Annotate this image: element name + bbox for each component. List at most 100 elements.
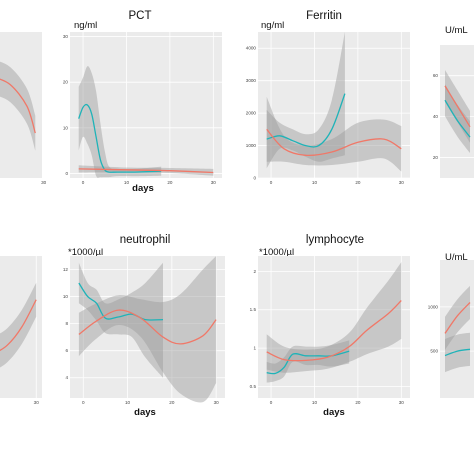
lymphocyte-ytick-label: 1: [253, 346, 256, 351]
lymphocyte-xtick-label: 0: [270, 400, 273, 405]
neutrophil-ribbon-0: [78, 262, 163, 378]
right-top-ytick-label: 20: [433, 155, 439, 160]
neutrophil-xtick-label: 20: [169, 400, 175, 405]
neutrophil-ytick-label: 4: [65, 375, 68, 380]
lymphocyte-ribbon-1: [266, 262, 402, 373]
ferritin-ribbon-0: [266, 32, 345, 169]
pct-ribbon-0: [78, 66, 162, 178]
left-bottom-line-0: [0, 299, 37, 352]
pct-xtick-label: 30: [211, 180, 217, 185]
ferritin-xtick-label: 0: [270, 180, 273, 185]
ferritin-ytick-label: 1000: [246, 143, 257, 148]
lymphocyte-line-1: [266, 300, 402, 362]
plot-lymphocyte: 0 10 20 30 0.5 1 1.5 2: [250, 256, 410, 405]
neutrophil-xtick-label: 30: [214, 400, 220, 405]
lymphocyte-ytick-label: 0.5: [250, 384, 257, 389]
ferritin-xtick-label: 10: [312, 180, 318, 185]
panel-right-top: U/mL: [445, 25, 468, 36]
pct-xtick-label: 10: [124, 180, 130, 185]
plot-neutrophil: 0 10 20 30 4 6 8 10 12: [63, 256, 225, 405]
plot-ferritin: 0 10 20 30 0 1000 2000 3000 4000: [246, 32, 410, 185]
right-top-line-1: [444, 99, 471, 138]
neutrophil-ytick-label: 10: [63, 294, 69, 299]
ferritin-xtick-label: 30: [399, 180, 405, 185]
right-bottom-plot-area: [440, 260, 474, 398]
lymphocyte-xtick-label: 30: [399, 400, 405, 405]
pct-ytick-label: 20: [63, 80, 69, 85]
ferritin-ytick-label: 2000: [246, 111, 257, 116]
ferritin-ytick-label: 3000: [246, 78, 257, 83]
neutrophil-line-0: [78, 282, 164, 321]
right-bottom-ytick-label: 1000: [428, 304, 439, 309]
left-top-plot-area: [0, 32, 42, 178]
pct-xtick-label: 0: [82, 180, 85, 185]
left-bottom-xtick-label: 30: [34, 400, 40, 405]
right-top-unit: U/mL: [445, 25, 468, 36]
lymphocyte-ytick-label: 1.5: [250, 307, 257, 312]
neutrophil-ytick-label: 6: [65, 348, 68, 353]
left-bottom-plot-area: [0, 256, 42, 398]
pct-xlabel: days: [132, 183, 154, 194]
plot-right-bottom: 500 1000: [428, 260, 474, 398]
pct-line-0: [78, 103, 162, 173]
panel-right-bottom: U/mL: [445, 252, 468, 263]
left-top-line-0: [0, 78, 36, 134]
ferritin-title: Ferritin: [306, 10, 342, 22]
right-top-ytick-label: 60: [433, 73, 439, 78]
neutrophil-ribbon-1: [78, 256, 217, 403]
neutrophil-ytick-label: 8: [65, 321, 68, 326]
right-bottom-unit: U/mL: [445, 252, 468, 263]
ferritin-unit: ng/ml: [261, 20, 284, 31]
right-bottom-ribbon-0: [445, 285, 470, 350]
plot-left-top: 030: [0, 32, 47, 185]
pct-ytick-label: 10: [63, 125, 69, 130]
ferritin-ribbon-1: [266, 96, 402, 172]
pct-xtick-label: 20: [167, 180, 173, 185]
lymphocyte-xlabel: days: [323, 407, 345, 418]
panel-lymphocyte: lymphocyte *1000/µl days: [259, 234, 364, 418]
lymphocyte-xtick-label: 20: [355, 400, 361, 405]
pct-unit: ng/ml: [74, 20, 97, 31]
left-bottom-ribbon-0: [0, 282, 37, 368]
lymphocyte-unit: *1000/µl: [259, 247, 294, 258]
right-bottom-line-1: [444, 348, 471, 357]
pct-ytick-label: 0: [65, 171, 68, 176]
neutrophil-plot-area: [70, 256, 225, 398]
panel-ferritin: Ferritin ng/ml: [261, 10, 342, 31]
neutrophil-xtick-label: 10: [125, 400, 131, 405]
plot-right-top: 20 40 60: [433, 45, 474, 178]
right-top-ytick-label: 40: [433, 114, 439, 119]
ferritin-plot-area: [258, 32, 410, 178]
ferritin-ytick-label: 0: [253, 176, 256, 181]
neutrophil-xtick-label: 0: [82, 400, 85, 405]
plot-left-bottom: 30: [0, 256, 42, 405]
right-bottom-ytick-label: 500: [430, 349, 438, 354]
neutrophil-ytick-label: 12: [63, 267, 69, 272]
lymphocyte-ytick-label: 2: [253, 269, 256, 274]
pct-plot-area: [70, 32, 222, 178]
pct-line-1: [78, 168, 214, 174]
lymphocyte-xtick-label: 10: [312, 400, 318, 405]
ferritin-line-1: [266, 128, 402, 157]
pct-ytick-label: 30: [63, 34, 69, 39]
neutrophil-line-1: [78, 309, 217, 345]
right-top-line-0: [444, 85, 471, 128]
right-top-plot-area: [440, 45, 474, 178]
pct-title: PCT: [129, 10, 152, 22]
neutrophil-xlabel: days: [134, 407, 156, 418]
right-bottom-ribbon-1: [445, 332, 470, 373]
right-top-ribbon-1: [445, 84, 470, 153]
left-top-xtick-label: 30: [41, 180, 47, 185]
panel-pct: PCT ng/ml days: [74, 10, 154, 194]
lymphocyte-title: lymphocyte: [306, 234, 364, 246]
lymphocyte-plot-area: [258, 256, 410, 398]
ferritin-line-0: [266, 93, 346, 148]
right-bottom-line-0: [444, 302, 471, 334]
ferritin-xtick-label: 20: [355, 180, 361, 185]
panel-neutrophil: neutrophil *1000/µl days: [68, 234, 170, 418]
plot-pct: 0 10 20 30 0 10 20 30: [63, 32, 222, 185]
lymphocyte-ribbon-0: [266, 340, 350, 383]
neutrophil-title: neutrophil: [120, 234, 171, 246]
neutrophil-unit: *1000/µl: [68, 247, 103, 258]
